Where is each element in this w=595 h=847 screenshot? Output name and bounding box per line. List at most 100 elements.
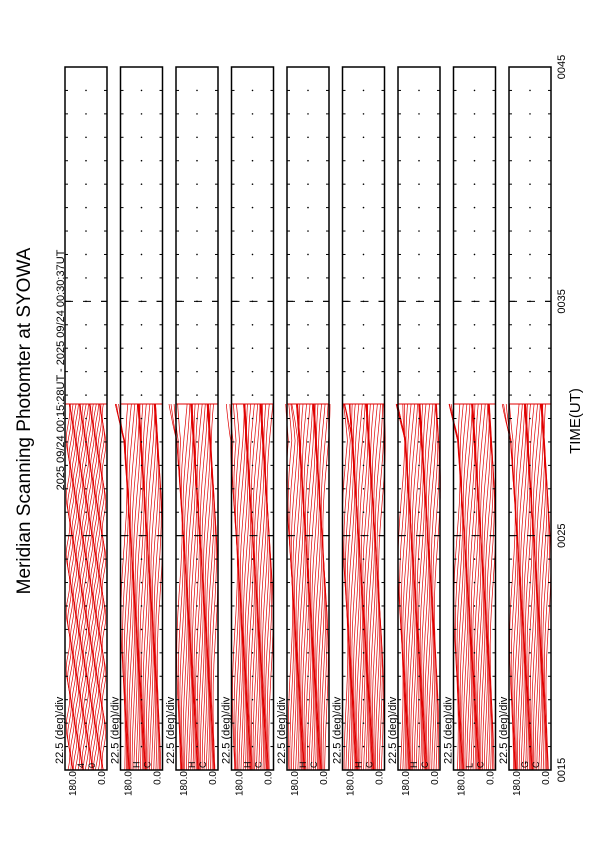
trace-group [395, 403, 441, 771]
rotated-plot-group: Meridian Scanning Photomter at SYOWA 202… [14, 55, 584, 796]
scan-trace [368, 403, 377, 771]
grid-dot [529, 206, 531, 209]
grid-dot [307, 136, 309, 139]
scan-trace [238, 403, 246, 771]
grid-dot [140, 323, 143, 326]
grid-dot [85, 722, 87, 724]
scale-label: 22.5 (deg)/div [498, 696, 510, 764]
grid-dot [251, 581, 254, 584]
y-bottom-label: 0.0 [264, 771, 275, 785]
scan-trace [255, 403, 264, 771]
grid-dot [196, 417, 198, 420]
grid-dot [251, 183, 254, 185]
grid-dot [418, 136, 420, 139]
grid-dot [140, 113, 143, 115]
channel-code-top: H [243, 762, 253, 769]
grid-dot [251, 347, 254, 349]
grid-dot [196, 323, 198, 326]
grid-dot [418, 487, 420, 490]
scan-trace [376, 403, 385, 771]
grid-dot [362, 558, 365, 560]
scan-trace [150, 403, 158, 771]
scan-trace [396, 403, 407, 771]
scan-trace [239, 403, 248, 771]
grid-dot [251, 206, 254, 209]
scan-trace [185, 403, 194, 771]
grid-dot [196, 441, 198, 443]
y-top-label: 180.0 [346, 771, 357, 796]
scan-trace [125, 403, 133, 771]
scan-trace [505, 403, 519, 771]
grid-dot [307, 464, 309, 467]
grid-dot [529, 136, 531, 139]
panel-ticks [342, 66, 385, 771]
grid-dot [85, 534, 87, 537]
scan-trace [540, 403, 549, 770]
scan-trace [529, 403, 537, 771]
scan-trace [177, 403, 187, 771]
grid-dot [529, 628, 531, 631]
grid-dot [529, 89, 531, 92]
grid-dot [418, 652, 420, 654]
grid-dot [473, 581, 476, 584]
y-top-label: 180.0 [179, 771, 190, 796]
grid-dot [85, 441, 87, 443]
y-bottom-label: 0.0 [208, 771, 219, 785]
grid-dot [85, 136, 87, 139]
grid-dot [85, 394, 87, 396]
scan-trace [201, 403, 210, 771]
scan-trace [74, 403, 79, 771]
scan-trace [348, 403, 357, 770]
grid-dot [529, 487, 531, 490]
scan-trace [118, 403, 132, 771]
scan-trace [254, 403, 262, 771]
scan-trace [483, 403, 491, 771]
y-top-label: 180.0 [68, 771, 79, 796]
grid-dot [140, 722, 143, 724]
grid-dot [307, 300, 309, 303]
scan-trace [309, 403, 318, 771]
grid-dot [251, 441, 254, 443]
grid-dot [307, 417, 309, 420]
grid-dot [196, 722, 198, 724]
grid-dot [473, 89, 476, 92]
scan-trace [362, 403, 370, 771]
grid-dot [85, 323, 87, 326]
grid-dot [529, 464, 531, 467]
channel-code-bottom: C [365, 761, 375, 768]
grid-dot [362, 89, 365, 92]
grid-dot [473, 323, 476, 326]
scan-trace [301, 403, 309, 771]
grid-dot [196, 698, 198, 701]
grid-dot [307, 370, 309, 373]
scan-trace [317, 403, 325, 771]
channel-code-top: G [520, 761, 530, 768]
grid-dot [307, 323, 309, 326]
grid-dot [362, 628, 365, 631]
grid-dot [473, 417, 476, 420]
grid-dot [418, 722, 420, 724]
grid-dot [85, 230, 87, 232]
grid-dot [307, 534, 309, 537]
grid-dot [307, 675, 309, 678]
grid-dot [85, 277, 87, 279]
grid-dot [307, 722, 309, 724]
grid-dot [529, 558, 531, 560]
chart-title: Meridian Scanning Photomter at SYOWA [14, 247, 35, 594]
scale-label: 22.5 (deg)/div [221, 696, 233, 764]
trace-group [341, 403, 386, 771]
grid-dot [251, 230, 254, 232]
grid-dot [196, 558, 198, 560]
grid-dot [85, 347, 87, 349]
grid-dot [362, 652, 365, 654]
scale-label: 22.5 (deg)/div [387, 696, 399, 764]
grid-dot [307, 230, 309, 232]
grid-dot [473, 698, 476, 701]
grid-dot [196, 113, 198, 115]
grid-dot [251, 394, 254, 396]
grid-dot [473, 605, 476, 607]
grid-dot [85, 628, 87, 631]
scan-trace [343, 403, 351, 771]
